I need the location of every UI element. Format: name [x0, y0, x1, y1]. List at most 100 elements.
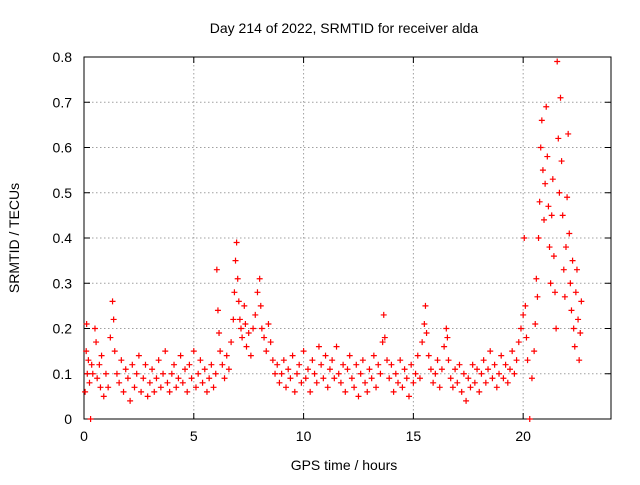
- data-point: [231, 289, 238, 296]
- data-point: [124, 375, 131, 382]
- data-point: [98, 352, 105, 359]
- data-point: [557, 94, 564, 101]
- data-point: [157, 384, 164, 391]
- data-point: [146, 379, 153, 386]
- data-point: [357, 370, 364, 377]
- data-point: [289, 352, 296, 359]
- data-point: [395, 379, 402, 386]
- data-point: [564, 194, 571, 201]
- data-point: [94, 375, 101, 382]
- data-point: [430, 379, 437, 386]
- data-point: [214, 307, 221, 314]
- data-point: [142, 361, 149, 368]
- data-point: [522, 302, 529, 309]
- data-point: [474, 366, 481, 373]
- data-point: [276, 379, 283, 386]
- data-point: [408, 361, 415, 368]
- data-point: [487, 348, 494, 355]
- data-point: [465, 375, 472, 382]
- data-point: [535, 235, 542, 241]
- data-point: [155, 357, 162, 364]
- data-point: [267, 339, 274, 346]
- data-point: [523, 334, 530, 341]
- data-point: [392, 370, 399, 377]
- data-point: [213, 266, 220, 273]
- data-point: [421, 320, 428, 327]
- data-point: [342, 388, 349, 395]
- y-tick-label: 0.8: [53, 49, 73, 65]
- data-point: [375, 361, 382, 368]
- data-point: [173, 384, 180, 391]
- data-point: [331, 375, 338, 382]
- data-point: [377, 370, 384, 377]
- data-point: [538, 117, 545, 124]
- data-point: [541, 216, 548, 223]
- data-point: [524, 357, 531, 364]
- data-point: [221, 375, 228, 382]
- data-point: [373, 384, 380, 391]
- data-point: [532, 320, 539, 327]
- data-point: [199, 379, 206, 386]
- data-point: [436, 384, 443, 391]
- data-point: [422, 302, 429, 309]
- data-point: [536, 198, 543, 205]
- data-point: [432, 370, 439, 377]
- data-point: [83, 320, 90, 327]
- data-point: [351, 384, 358, 391]
- data-point: [447, 375, 454, 382]
- data-point: [546, 244, 553, 251]
- data-point: [241, 302, 248, 309]
- data-point: [195, 370, 202, 377]
- data-point: [179, 379, 186, 386]
- data-point: [555, 135, 562, 142]
- data-point: [245, 330, 252, 337]
- data-point: [263, 348, 270, 355]
- data-point: [500, 375, 507, 382]
- data-point: [560, 266, 567, 273]
- data-point: [502, 361, 509, 368]
- data-point: [296, 361, 303, 368]
- data-point: [337, 379, 344, 386]
- data-point: [438, 366, 445, 373]
- data-point: [549, 176, 556, 183]
- data-point: [355, 393, 362, 400]
- data-point: [280, 357, 287, 364]
- data-point: [570, 325, 577, 332]
- data-point: [573, 266, 580, 273]
- y-tick-label: 0.7: [53, 94, 73, 110]
- data-point: [85, 357, 92, 364]
- data-point: [278, 370, 285, 377]
- data-point: [346, 352, 353, 359]
- data-point: [534, 293, 541, 300]
- data-point: [419, 339, 426, 346]
- data-point: [566, 230, 573, 237]
- data-point: [140, 375, 147, 382]
- data-point: [313, 379, 320, 386]
- data-point: [256, 275, 263, 282]
- data-point: [135, 352, 142, 359]
- data-point: [335, 370, 342, 377]
- data-point: [113, 370, 120, 377]
- data-point: [232, 257, 239, 264]
- data-point: [102, 370, 109, 377]
- data-point: [261, 334, 268, 341]
- data-point: [269, 357, 276, 364]
- data-point: [554, 58, 561, 65]
- data-point: [149, 366, 156, 373]
- data-point: [166, 388, 173, 395]
- x-tick-label: 15: [406, 428, 422, 444]
- y-tick-label: 0.1: [53, 366, 73, 382]
- data-point: [444, 334, 451, 341]
- data-point: [234, 275, 241, 282]
- data-point: [517, 325, 524, 332]
- data-point: [381, 334, 388, 341]
- data-point: [353, 361, 360, 368]
- data-point: [578, 298, 585, 305]
- data-point: [88, 361, 95, 368]
- data-point: [542, 180, 549, 187]
- data-point: [544, 153, 551, 160]
- data-point: [287, 375, 294, 382]
- data-point: [348, 375, 355, 382]
- data-point: [318, 361, 325, 368]
